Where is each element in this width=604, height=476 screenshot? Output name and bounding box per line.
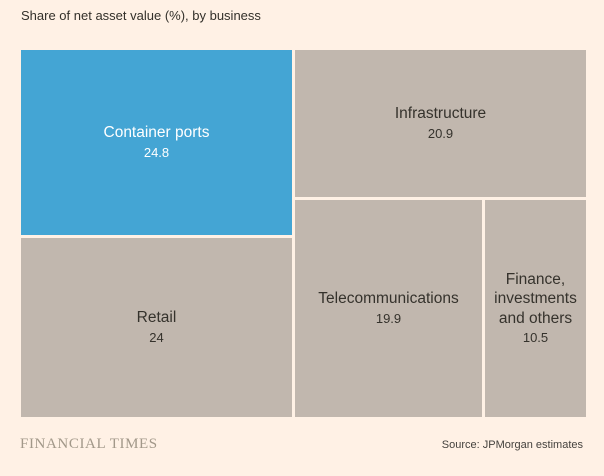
tile-value: 19.9 <box>375 310 402 326</box>
tile-label: Telecommunications <box>318 290 459 308</box>
tile-value: 20.9 <box>427 125 454 141</box>
treemap-tile-container-ports: Container ports 24.8 <box>21 50 292 235</box>
financial-times-logo: FINANCIAL TIMES <box>20 436 158 452</box>
chart-title: Share of net asset value (%), by busines… <box>21 8 261 23</box>
tile-label: Container ports <box>103 124 210 142</box>
tile-value: 10.5 <box>522 330 549 346</box>
source-note: Source: JPMorgan estimates <box>441 439 583 451</box>
tile-label: Retail <box>136 309 177 327</box>
treemap-tile-infrastructure: Infrastructure 20.9 <box>295 50 586 197</box>
tile-value: 24.8 <box>143 144 170 160</box>
treemap-tile-retail: Retail 24 <box>21 238 292 417</box>
tile-label: Infrastructure <box>394 105 487 123</box>
treemap: Container ports 24.8 Infrastructure 20.9… <box>21 50 586 417</box>
tile-label: Finance, investments and others <box>494 270 577 327</box>
treemap-tile-telecommunications: Telecommunications 19.9 <box>295 200 482 417</box>
tile-value: 24 <box>149 329 164 345</box>
treemap-tile-finance-investments-and-others: Finance, investments and others 10.5 <box>485 200 586 417</box>
